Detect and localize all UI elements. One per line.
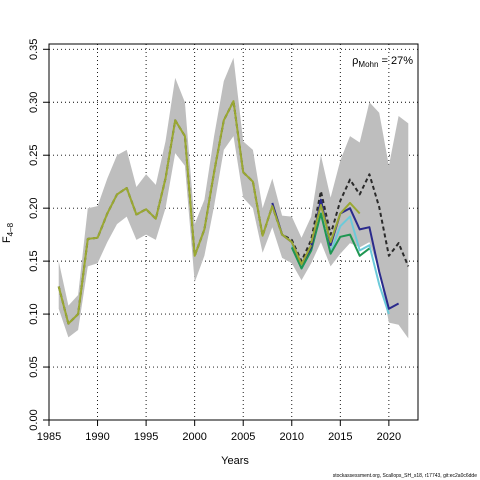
x-tick-label: 1985 [37,431,61,443]
rho-symbol: ρ [352,55,358,67]
y-tick-label: 0.20 [28,197,40,218]
x-axis-title: Years [221,455,249,467]
mohn-rho-annotation: ρMohn = 27% [352,55,413,69]
confidence-band-area [58,57,409,339]
rho-subscript: Mohn [358,60,378,69]
y-axis-title-subscript: 4–8 [6,222,15,236]
y-tick-label: 0.25 [28,144,40,165]
x-tick-label: 2000 [182,431,206,443]
y-tick-label: 0.30 [28,92,40,113]
series-line-4 [310,201,361,244]
x-tick-label: 2020 [377,431,401,443]
footer-credit: stockassessment.org, Scallops_SH_s18, r1… [333,473,477,479]
x-tick-label: 2015 [328,431,352,443]
series-line-2 [290,212,371,270]
y-tick-label: 0.35 [28,39,40,60]
y-tick-label: 0.05 [28,356,40,377]
series-lines [57,100,410,325]
confidence-band [58,57,409,339]
y-tick-label: 0.10 [28,303,40,324]
y-tick-label: 0.00 [28,409,40,430]
x-tick-label: 2005 [231,431,255,443]
series-line-5 [57,100,313,325]
x-tick-label: 2010 [280,431,304,443]
y-axis: 0.00 0.05 0.10 0.15 0.20 0.25 0.30 0.35 [28,39,50,431]
y-tick-label: 0.15 [28,250,40,271]
x-tick-label: 1995 [134,431,158,443]
x-axis: 1985 1990 1995 2000 2005 2010 2015 2020 [37,419,401,443]
rho-value: = 27% [378,55,413,67]
y-axis-title: F4–8 [1,222,15,243]
x-tick-label: 1990 [85,431,109,443]
